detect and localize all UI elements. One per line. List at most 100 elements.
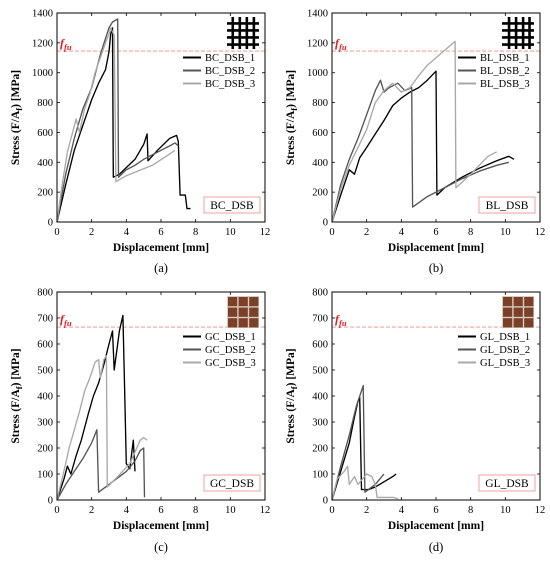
icon-tile bbox=[228, 297, 238, 307]
legend-label: BL_DSB_2 bbox=[480, 66, 530, 77]
series-line-gc_dsb_3 bbox=[56, 355, 148, 501]
x-tick-label: 8 bbox=[468, 505, 473, 516]
legend-label: GL_DSB_1 bbox=[480, 332, 530, 343]
icon-tile bbox=[524, 307, 534, 317]
x-tick-label: 0 bbox=[54, 227, 59, 238]
glass-mesh-icon bbox=[227, 296, 259, 328]
legend-label: BL_DSB_1 bbox=[480, 53, 530, 64]
ffu-label-sub: fu bbox=[64, 318, 72, 328]
y-tick-label: 600 bbox=[312, 128, 328, 139]
x-tick-label: 12 bbox=[535, 505, 546, 516]
y-tick-label: 1400 bbox=[32, 9, 53, 20]
x-axis-label: Displacement [mm] bbox=[113, 520, 209, 532]
icon-tile bbox=[228, 307, 238, 317]
x-tick-label: 4 bbox=[124, 227, 130, 238]
y-tick-label: 700 bbox=[312, 314, 328, 325]
legend-label: GL_DSB_3 bbox=[480, 358, 530, 369]
ffu-label: ffu bbox=[60, 312, 72, 328]
series-line-gl_dsb_1 bbox=[331, 396, 397, 501]
y-axis-label: Stress (F/Af) [MPa] bbox=[10, 70, 24, 165]
legend-label: BC_DSB_3 bbox=[205, 79, 255, 90]
y-tick-label: 300 bbox=[312, 418, 328, 429]
y-tick-label: 1200 bbox=[32, 38, 53, 49]
y-tick-label: 200 bbox=[312, 188, 328, 199]
icon-tile bbox=[249, 307, 259, 317]
y-axis-label: Stress (F/Af) [MPa] bbox=[10, 348, 24, 443]
y-tick-label: 800 bbox=[312, 98, 328, 109]
y-tick-label: 400 bbox=[312, 392, 328, 403]
specimen-label-box bbox=[478, 474, 536, 492]
x-axis-label: Displacement [mm] bbox=[388, 520, 484, 532]
series-line-bc_dsb_3 bbox=[56, 27, 176, 223]
y-tick-label: 600 bbox=[312, 340, 328, 351]
basalt-grid-icon bbox=[502, 17, 534, 49]
y-tick-label: 0 bbox=[48, 218, 53, 229]
icon-tile bbox=[513, 307, 523, 317]
carbon-grid-icon bbox=[227, 17, 259, 49]
ffu-label-main: f bbox=[60, 312, 65, 326]
x-tick-label: 0 bbox=[329, 227, 334, 238]
y-tick-label: 400 bbox=[37, 158, 53, 169]
icon-tile bbox=[249, 318, 259, 328]
y-tick-label: 600 bbox=[37, 128, 53, 139]
glass-mesh-icon bbox=[502, 296, 534, 328]
y-tick-label: 400 bbox=[37, 392, 53, 403]
x-tick-label: 12 bbox=[260, 505, 271, 516]
y-axis-label-rest: ) [MPa] bbox=[10, 70, 22, 108]
icon-tile bbox=[503, 297, 513, 307]
y-tick-label: 1400 bbox=[307, 9, 328, 20]
x-tick-label: 6 bbox=[433, 505, 438, 516]
y-tick-label: 0 bbox=[48, 496, 53, 507]
legend-label: BL_DSB_3 bbox=[480, 79, 530, 90]
y-tick-label: 400 bbox=[312, 158, 328, 169]
legend-label: BC_DSB_1 bbox=[205, 53, 255, 64]
y-tick-label: 200 bbox=[37, 444, 53, 455]
series-line-bl_dsb_3 bbox=[331, 40, 498, 223]
x-tick-label: 6 bbox=[158, 227, 163, 238]
ffu-label: ffu bbox=[335, 312, 347, 328]
series-line-gl_dsb_3 bbox=[331, 465, 399, 501]
panel-label: (d) bbox=[429, 540, 444, 554]
specimen-label-box bbox=[203, 474, 261, 492]
x-axis-label: Displacement [mm] bbox=[113, 242, 209, 254]
series-line-bc_dsb_1 bbox=[56, 27, 191, 223]
icon-tile bbox=[238, 307, 248, 317]
y-tick-label: 0 bbox=[323, 218, 328, 229]
icon-tile bbox=[228, 318, 238, 328]
y-tick-label: 500 bbox=[37, 366, 53, 377]
icon-tile bbox=[238, 297, 248, 307]
y-axis-label-main: Stress (F/A bbox=[10, 110, 22, 165]
x-tick-label: 0 bbox=[54, 505, 59, 516]
y-axis-label-sub: f bbox=[289, 386, 299, 389]
specimen-label-box bbox=[203, 196, 261, 214]
y-axis-label-sub: f bbox=[14, 386, 24, 389]
x-tick-label: 4 bbox=[399, 505, 405, 516]
x-tick-label: 2 bbox=[364, 227, 369, 238]
panel-label: (a) bbox=[154, 261, 168, 275]
x-tick-label: 10 bbox=[225, 505, 236, 516]
y-axis-label-rest: ) [MPa] bbox=[10, 348, 22, 386]
ffu-label: ffu bbox=[335, 36, 347, 52]
x-axis-label: Displacement [mm] bbox=[388, 242, 484, 254]
specimen-label: BC_DSB bbox=[210, 200, 254, 212]
y-tick-label: 0 bbox=[323, 496, 328, 507]
y-axis-label: Stress (F/Af) [MPa] bbox=[285, 348, 299, 443]
x-tick-label: 10 bbox=[225, 227, 236, 238]
legend-label: GC_DSB_1 bbox=[205, 332, 256, 343]
x-tick-label: 2 bbox=[89, 505, 94, 516]
series-line-gc_dsb_2 bbox=[56, 429, 146, 501]
y-tick-label: 1000 bbox=[307, 68, 328, 79]
y-tick-label: 100 bbox=[37, 470, 53, 481]
icon-tile bbox=[503, 307, 513, 317]
y-tick-label: 600 bbox=[37, 340, 53, 351]
specimen-label: GC_DSB bbox=[210, 478, 254, 490]
x-tick-label: 4 bbox=[399, 227, 405, 238]
legend-label: GC_DSB_3 bbox=[205, 358, 256, 369]
x-tick-label: 8 bbox=[193, 227, 198, 238]
x-tick-label: 2 bbox=[364, 505, 369, 516]
x-tick-label: 8 bbox=[193, 505, 198, 516]
y-tick-label: 800 bbox=[37, 98, 53, 109]
legend-label: GC_DSB_2 bbox=[205, 345, 256, 356]
